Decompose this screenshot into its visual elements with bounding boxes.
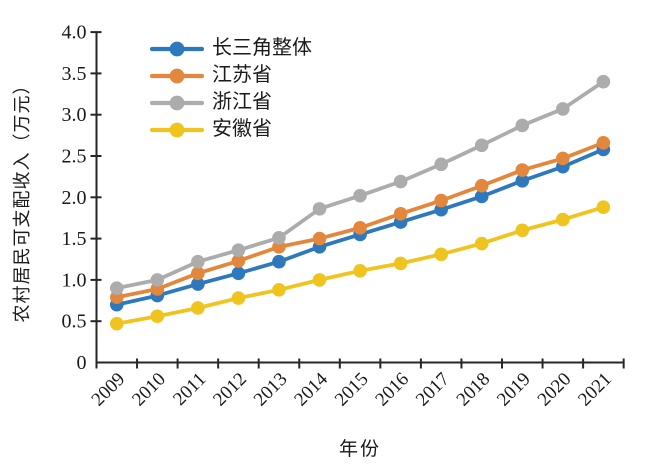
legend-marker-icon [150, 68, 204, 83]
data-point [556, 212, 570, 227]
x-tick-label: 2012 [209, 369, 251, 411]
x-tick-label: 2021 [574, 369, 616, 411]
data-point [312, 273, 327, 287]
data-point [474, 236, 489, 251]
chart-legend: 长三角整体江苏省浙江省安徽省 [150, 35, 312, 143]
x-tick-label: 2011 [169, 369, 210, 410]
x-tick-label: 2014 [290, 368, 332, 410]
legend-item-1: 江苏省 [150, 62, 312, 89]
legend-item-0: 长三角整体 [150, 35, 312, 62]
x-tick-label: 2017 [412, 369, 454, 411]
legend-label: 江苏省 [212, 64, 272, 86]
data-point [312, 202, 327, 216]
data-point [109, 281, 124, 295]
data-point [191, 301, 205, 315]
data-point [353, 264, 367, 278]
data-point [231, 254, 246, 268]
data-point [353, 188, 367, 203]
data-point [393, 174, 408, 189]
data-point [474, 189, 489, 204]
y-tick-label: 0 [77, 352, 87, 374]
x-tick-label: 2009 [88, 369, 130, 411]
legend-item-2: 浙江省 [150, 89, 312, 116]
data-point [434, 247, 448, 262]
data-point [231, 291, 246, 305]
data-point [393, 207, 408, 221]
legend-marker-icon [150, 41, 204, 56]
y-tick-label: 2.5 [62, 146, 87, 168]
data-point [596, 200, 611, 215]
y-tick-label: 3.5 [62, 63, 87, 85]
data-point [150, 273, 165, 287]
data-point [191, 266, 205, 281]
data-point [272, 283, 286, 297]
legend-marker-icon [150, 122, 204, 137]
y-tick-label: 0.5 [62, 311, 87, 333]
y-tick-label: 2.0 [62, 187, 87, 209]
data-point [556, 102, 570, 116]
data-point [596, 135, 611, 150]
data-point [353, 221, 367, 235]
data-point [272, 254, 286, 269]
data-point [515, 163, 530, 177]
x-tick-label: 2020 [534, 369, 576, 411]
data-point [191, 277, 205, 291]
x-tick-label: 2010 [128, 369, 170, 411]
x-tick-label: 2013 [250, 369, 292, 411]
data-point [231, 266, 246, 281]
data-point [474, 178, 489, 193]
y-tick-label: 4.0 [62, 22, 87, 44]
legend-marker-icon [150, 95, 204, 110]
x-tick-label: 2016 [371, 369, 413, 411]
y-axis-title: 农村居民可支配收入（万元） [12, 75, 32, 323]
data-point [231, 243, 246, 257]
data-point [150, 309, 165, 324]
y-tick-label: 1.5 [62, 228, 87, 250]
data-point [393, 256, 408, 271]
data-point [434, 193, 448, 208]
y-tick-label: 1.0 [62, 269, 87, 291]
legend-item-3: 安徽省 [150, 116, 312, 143]
x-tick-label: 2018 [453, 369, 495, 411]
x-axis-title: 年份 [338, 439, 381, 460]
data-point [596, 74, 611, 89]
data-point [556, 151, 570, 166]
y-tick-label: 3.0 [62, 104, 87, 126]
data-point [312, 231, 327, 246]
data-point [434, 157, 448, 172]
data-point [474, 138, 489, 153]
data-point [515, 173, 530, 188]
data-point [515, 118, 530, 133]
data-point [515, 223, 530, 238]
data-point [272, 230, 286, 245]
legend-label: 长三角整体 [212, 37, 312, 59]
legend-label: 安徽省 [212, 118, 272, 140]
data-point [191, 254, 205, 269]
data-point [109, 316, 124, 331]
legend-label: 浙江省 [212, 91, 272, 113]
x-tick-label: 2019 [493, 369, 535, 411]
x-tick-label: 2015 [331, 369, 373, 411]
